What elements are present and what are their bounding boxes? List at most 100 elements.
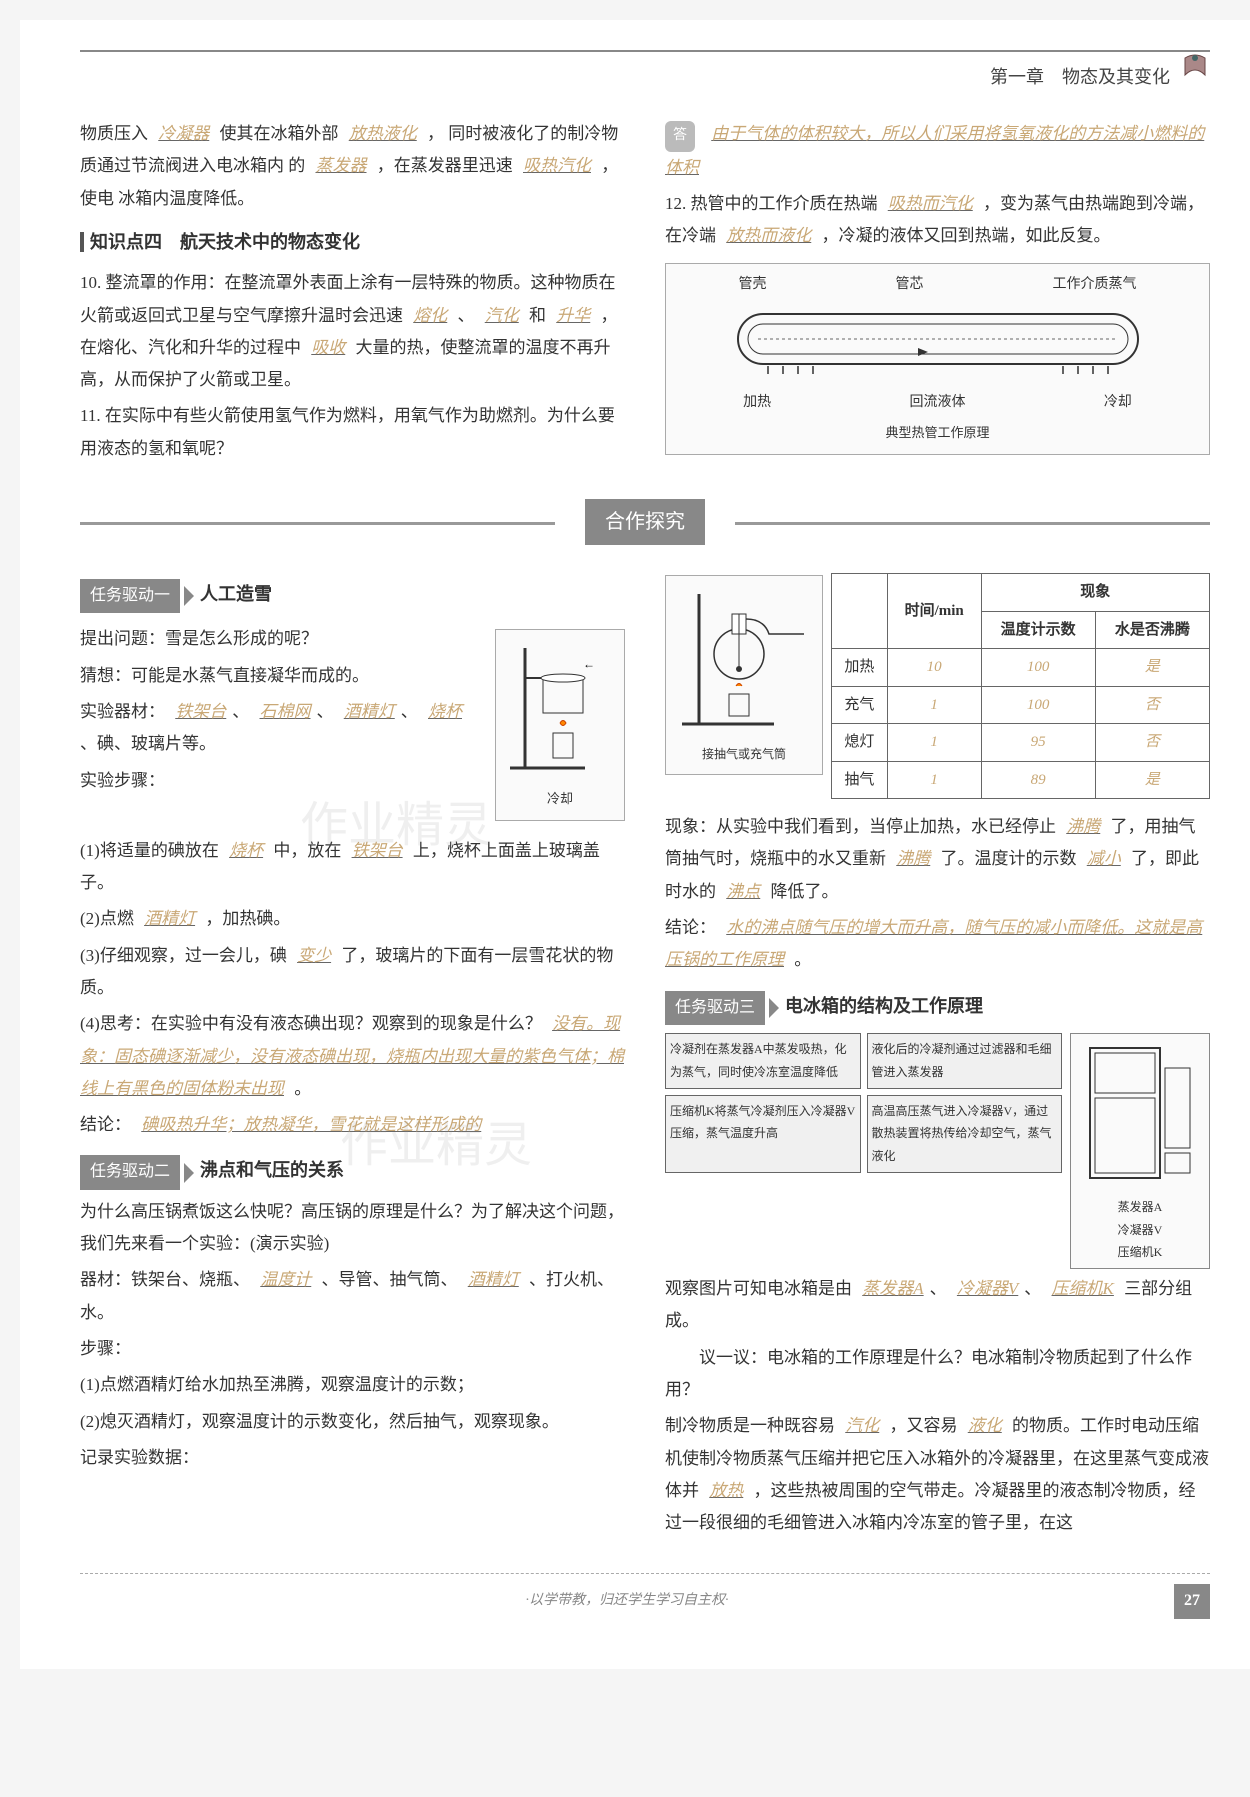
row-label: 熄灯 [832,724,888,762]
task2-steps-label: 步骤： [80,1333,625,1365]
blank-conclusion: 水的沸点随气压的增大而升高，随气压的减小而降低。这就是高压锅的工作原理 [665,918,1202,969]
blank: 放热 [703,1481,749,1500]
heatpipe-svg [728,304,1148,384]
task2-record: 记录实验数据： [80,1442,625,1474]
chapter-title: 第一章 物态及其变化 [80,60,1210,94]
text: ，加热碘。 [205,909,290,928]
text: 现象：从实验中我们看到，当停止加热，水已经停止 [665,817,1056,836]
text: ，冷凝的液体又回到热端，如此反复。 [822,226,1111,245]
arrow-icon [184,586,194,606]
kp-bar [80,232,84,252]
text: 。 [294,1079,311,1098]
task2-badge: 任务驱动二 [80,1155,180,1189]
top-section: 物质压入 冷凝器 使其在冰箱外部 放热液化 ， 同时被液化了的制冷物质通过节流阀… [80,114,1210,469]
row-label: 加热 [832,649,888,687]
task3-principle: 制冷物质是一种既容易 汽化 ，又容易 液化 的物质。工作时电动压缩机使制冷物质蒸… [665,1410,1210,1539]
task2-materials: 器材：铁架台、烧瓶、 温度计 、导管、抽气筒、 酒精灯 、打火机、水。 [80,1264,625,1329]
task3-diagram-wrap: 蒸发器A 冷凝器V 压缩机K 冷凝剂在蒸发器A中蒸发吸热，化为蒸气，同时使冷冻室… [665,1033,1210,1269]
flask-svg [674,584,814,734]
pump-label: 接抽气或充气筒 [674,743,814,766]
header-bar [80,50,1210,52]
text: 冰箱内温度降低。 [118,189,254,208]
th-temp: 温度计示数 [981,611,1095,649]
flow-box-4: 高温高压蒸气进入冷凝器V，通过散热装置将热传给冷却空气，蒸气液化 [867,1095,1063,1173]
banner-text: 合作探究 [585,499,705,545]
row-time: 1 [887,686,981,724]
row-boil: 是 [1095,649,1209,687]
blank-release-liquefy: 放热而液化 [720,226,817,245]
text: 物质压入 [80,124,148,143]
answer-badge: 答 [665,121,695,152]
part-v: 冷凝器V [1075,1219,1205,1242]
q11-answer: 答 由于气体的体积较大，所以人们采用将氢氧液化的方法减小燃料的体积 [665,118,1210,184]
blank-stand: 铁架台 [169,702,232,721]
blank: 变少 [291,946,337,965]
text: 器材：铁架台、烧瓶、 [80,1270,250,1289]
task1-apparatus: ups ← 冷却 [495,629,625,820]
text: 降低了。 [771,882,839,901]
blank-beaker: 烧杯 [422,702,468,721]
text: (2)点燃 [80,909,134,928]
task1-header: 任务驱动一人工造雪 [80,577,625,613]
svg-text:←: ← [583,657,595,671]
blank-gauze: 石棉网 [254,702,317,721]
text: 、导管、抽气筒、 [322,1270,458,1289]
row-time: 10 [887,649,981,687]
text: 制冷物质是一种既容易 [665,1416,835,1435]
text: ， [427,124,444,143]
text: 实验器材： [80,702,165,721]
blank-conclusion: 碘吸热升华；放热凝华，雪花就是这样形成的 [135,1115,487,1134]
task2-header: 任务驱动二沸点和气压的关系 [80,1153,625,1189]
blank-melt: 熔化 [407,306,453,325]
data-table: 时间/min 现象 温度计示数 水是否沸腾 加热10100是充气1100否熄灯1… [831,573,1210,799]
bottom-right-col: 接抽气或充气筒 时间/min 现象 温度计示数 水是否沸腾 加热10100是充气… [665,565,1210,1543]
blank: 液化 [962,1416,1008,1435]
text: 观察图片可知电冰箱是由 [665,1279,852,1298]
row-label: 抽气 [832,761,888,799]
row-boil: 否 [1095,724,1209,762]
q11: 11. 在实际中有些火箭使用氢气作为燃料，用氧气作为助燃剂。为什么要用液态的氢和… [80,400,625,465]
task2-s2: (2)熄灭酒精灯，观察温度计的示数变化，然后抽气，观察现象。 [80,1406,625,1438]
blank-vaporize: 汽化 [479,306,525,325]
label-return: 回流液体 [909,390,965,417]
text: (3)仔细观察，过一会儿，碘 [80,946,287,965]
task3-header: 任务驱动三电冰箱的结构及工作原理 [665,989,1210,1025]
task1-s4: (4)思考：在实验中有没有液态碘出现？观察到的现象是什么？ 没有。现象：固态碘逐… [80,1008,625,1105]
flow-diagram: 冷凝剂在蒸发器A中蒸发吸热，化为蒸气，同时使冷冻室温度降低 液化后的冷凝剂通过过… [665,1033,1062,1173]
blank-evaporator: 蒸发器 [310,156,373,175]
blank: 冷凝器V [951,1279,1024,1298]
heatpipe-caption: 典型热管工作原理 [674,421,1201,446]
heatpipe-diagram: 管壳 管芯 工作介质蒸气 加热 [665,263,1210,455]
chapter-text: 第一章 物态及其变化 [990,67,1170,87]
footer-motto: ·以学带教，归还学生学习自主权· [526,1588,729,1615]
blank: 温度计 [254,1270,317,1289]
blank: 减小 [1081,849,1127,868]
blank: 沸腾 [1060,817,1106,836]
row-boil: 否 [1095,686,1209,724]
bottom-left-col: 任务驱动一人工造雪 提出问题：雪是怎么形成的呢？ 猜想：可能是水蒸气直接凝华而成… [80,565,625,1543]
page-number: 27 [1174,1584,1210,1618]
blank: 酒精灯 [138,909,201,928]
q10: 10. 整流罩的作用：在整流罩外表面上涂有一层特殊的物质。这种物质在火箭或返回式… [80,267,625,396]
blank: 铁架台 [346,841,409,860]
text: 中，放在 [273,841,341,860]
page: 第一章 物态及其变化 物质压入 冷凝器 使其在冰箱外部 放热液化 ， 同时被液化… [20,20,1250,1669]
task2-right-top: 接抽气或充气筒 时间/min 现象 温度计示数 水是否沸腾 加热10100是充气… [665,565,1210,807]
flow-box-3: 压缩机K将蒸气冷凝剂压入冷凝器V压缩，蒸气温度升高 [665,1095,861,1173]
row-temp: 100 [981,686,1095,724]
task1-conclusion: 结论： 碘吸热升华；放热凝华，雪花就是这样形成的 [80,1109,625,1141]
text: 了。温度计的示数 [941,849,1077,868]
task1-s3: (3)仔细观察，过一会儿，碘 变少 了，玻璃片的下面有一层雪花状的物质。 [80,940,625,1005]
blank: 蒸发器A [856,1279,929,1298]
text: 结论： [80,1115,131,1134]
answer-text: 由于气体的体积较大，所以人们采用将氢氧液化的方法减小燃料的体积 [665,124,1204,177]
text: 的 [288,156,305,175]
part-k: 压缩机K [1075,1241,1205,1264]
row-temp: 89 [981,761,1095,799]
kp4-label: 知识点四 航天技术中的物态变化 [90,225,360,259]
flow-box-2: 液化后的冷凝剂通过过滤器和毛细管进入蒸发器 [867,1033,1063,1089]
table-row: 加热10100是 [832,649,1210,687]
blank-absorb-heat: 吸热汽化 [517,156,597,175]
task1-question: 提出问题：雪是怎么形成的呢？ [80,623,485,655]
row-temp: 95 [981,724,1095,762]
